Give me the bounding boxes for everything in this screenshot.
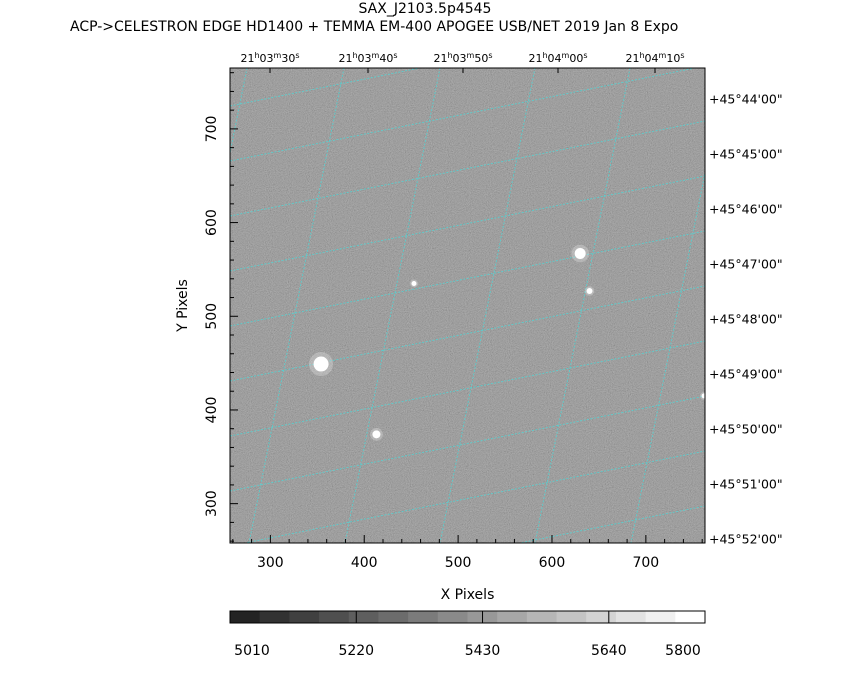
y-tick-label: 700: [204, 116, 220, 143]
colorbar-swatch: [645, 611, 676, 623]
colorbar-swatch: [675, 611, 706, 623]
dec-grid-line: [230, 120, 705, 217]
colorbar-label: 5640: [591, 643, 627, 659]
y-tick-label: 500: [204, 303, 220, 330]
colorbar-label: 5220: [338, 643, 374, 659]
colorbar-swatch: [586, 611, 617, 623]
ra-grid-line: [630, 170, 705, 543]
x-tick-label: 400: [351, 555, 378, 571]
dec-tick-label: +45°50'00": [709, 422, 783, 437]
colorbar-label: 5010: [234, 643, 270, 659]
colorbar-swatch: [526, 611, 558, 623]
y-axis-label: Y Pixels: [175, 279, 191, 333]
ra-grid-line: [439, 68, 536, 543]
x-tick-label: 700: [632, 555, 659, 571]
chart-title: SAX_J2103.5p4545: [358, 1, 492, 17]
x-tick-label: 500: [445, 555, 472, 571]
star: [574, 248, 586, 260]
colorbar: 5010 5220 5430 5640 5800: [229, 610, 706, 659]
dec-grid-line: [230, 340, 705, 437]
dec-grid-line: [230, 68, 423, 107]
dec-grid-line: [230, 561, 705, 656]
colorbar-swatch: [348, 611, 379, 623]
plot-frame: [229, 67, 706, 544]
colorbar-swatch: [289, 611, 320, 623]
dec-tick-label: +45°45'00": [709, 147, 783, 162]
ra-grid-line: [344, 68, 441, 543]
dec-tick-label: +45°44'00": [709, 92, 783, 107]
colorbar-swatch: [378, 611, 409, 623]
image-noise: [230, 68, 705, 543]
dec-tick-label: +45°51'00": [709, 477, 783, 492]
stars: [309, 244, 709, 441]
ra-tick-label: 21h04m10s: [625, 51, 684, 65]
ra-grid-line: [534, 68, 631, 543]
dec-tick-label: +45°46'00": [709, 202, 783, 217]
colorbar-swatch: [408, 611, 439, 623]
dec-grid-line: [517, 505, 705, 543]
dec-tick-label: +45°48'00": [709, 312, 783, 327]
ra-tick-label: 21h03m30s: [240, 51, 299, 65]
coordinate-grid: [230, 68, 705, 656]
y-tick-label: 600: [204, 209, 220, 236]
y-tick-label: 400: [204, 397, 220, 424]
star: [372, 430, 381, 439]
x-tick-label: 600: [539, 555, 566, 571]
ra-tick-label: 21h03m40s: [338, 51, 397, 65]
ra-tick-label: 21h04m00s: [528, 51, 587, 65]
star: [586, 287, 593, 294]
colorbar-label: 5800: [665, 643, 701, 659]
x-tick-label: 300: [257, 555, 284, 571]
axes: 300 400 500 600 700 300 400 500 600 700 X Pixels Y …: [175, 51, 783, 603]
dec-grid-line: [242, 450, 705, 543]
dec-grid-line: [230, 285, 705, 382]
colorbar-swatch: [615, 611, 647, 623]
colorbar-swatch: [259, 611, 290, 623]
chart-subtitle: ACP->CELESTRON EDGE HD1400 + TEMMA EM-40…: [70, 19, 679, 35]
dec-grid-line: [230, 230, 705, 327]
dec-grid-line: [230, 68, 698, 162]
star: [313, 356, 329, 372]
colorbar-swatch: [556, 611, 587, 623]
colorbar-swatch: [497, 611, 528, 623]
star: [701, 393, 707, 399]
colorbar-swatch: [230, 611, 261, 623]
dec-grid-line: [230, 175, 705, 272]
sky-image: [230, 68, 705, 543]
dec-grid-line: [230, 395, 705, 492]
ra-grid-line: [248, 68, 345, 543]
dec-tick-label: +45°52'00": [709, 532, 783, 547]
colorbar-swatch: [319, 611, 350, 623]
y-tick-label: 300: [204, 490, 220, 517]
x-axis-label: X Pixels: [441, 587, 495, 603]
dec-tick-label: +45°49'00": [709, 367, 783, 382]
ra-tick-label: 21h03m50s: [433, 51, 492, 65]
colorbar-label: 5430: [465, 643, 501, 659]
colorbar-swatch: [437, 611, 468, 623]
dec-tick-label: +45°47'00": [709, 257, 783, 272]
star: [411, 280, 417, 286]
